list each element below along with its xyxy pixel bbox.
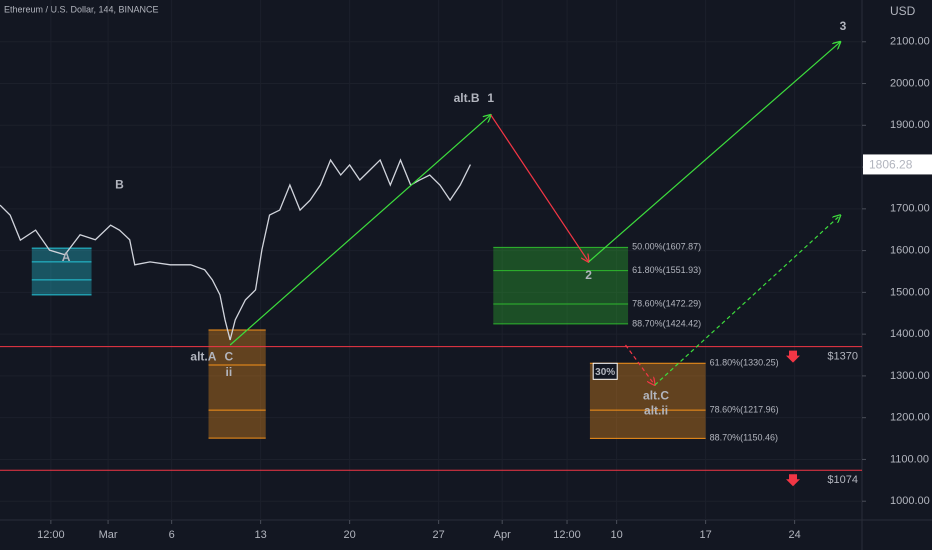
y-tick-label: 1400.00 bbox=[890, 328, 930, 340]
down-arrow-icon bbox=[786, 350, 800, 363]
fib-label: 88.70%(1424.42) bbox=[632, 318, 701, 328]
wave-label: C bbox=[225, 349, 234, 363]
wave-label: alt.A bbox=[190, 349, 216, 363]
wave-label: ii bbox=[226, 365, 233, 379]
price-line bbox=[0, 158, 471, 341]
y-axis-label: USD bbox=[890, 4, 916, 18]
y-tick-label: 1600.00 bbox=[890, 245, 930, 257]
chart-title: Ethereum / U.S. Dollar, 144, BINANCE bbox=[4, 4, 159, 14]
fib-label: 50.00%(1607.87) bbox=[632, 242, 701, 252]
projection bbox=[588, 42, 841, 263]
wave-label: 1 bbox=[487, 91, 494, 105]
wave-label: alt.ii bbox=[644, 404, 668, 418]
x-tick-label: 20 bbox=[344, 529, 356, 541]
projection bbox=[490, 114, 589, 262]
y-tick-label: 1200.00 bbox=[890, 412, 930, 424]
y-tick-label: 1100.00 bbox=[890, 453, 929, 465]
fib-label: 61.80%(1330.25) bbox=[710, 358, 779, 368]
x-tick-label: 12:00 bbox=[553, 529, 581, 541]
y-tick-label: 1500.00 bbox=[890, 286, 930, 298]
x-tick-label: 24 bbox=[788, 529, 800, 541]
x-tick-label: 27 bbox=[433, 529, 445, 541]
x-tick-label: 10 bbox=[610, 529, 622, 541]
x-tick-label: Mar bbox=[99, 529, 118, 541]
x-tick-label: 13 bbox=[255, 529, 267, 541]
y-tick-label: 1300.00 bbox=[890, 370, 930, 382]
x-tick-label: 17 bbox=[699, 529, 711, 541]
last-price-box bbox=[863, 154, 932, 175]
x-tick-label: 12:00 bbox=[37, 529, 65, 541]
fib-zone bbox=[31, 248, 92, 295]
wave-label: alt.B bbox=[454, 91, 480, 105]
fib-label: 78.60%(1472.29) bbox=[632, 298, 701, 308]
y-tick-label: 1700.00 bbox=[890, 203, 930, 215]
price-level-label: $1370 bbox=[827, 351, 858, 363]
fib-label: 88.70%(1150.46) bbox=[710, 433, 778, 443]
wave-label: A bbox=[62, 250, 71, 264]
badge-label: 30% bbox=[595, 367, 615, 378]
price-level-label: $1074 bbox=[827, 474, 858, 486]
down-arrow-icon bbox=[786, 474, 800, 487]
y-tick-label: 2000.00 bbox=[890, 77, 930, 89]
wave-label: alt.C bbox=[643, 389, 669, 403]
wave-label: 2 bbox=[585, 268, 592, 282]
projection bbox=[625, 344, 655, 385]
fib-zone bbox=[493, 247, 629, 324]
projection bbox=[229, 115, 491, 346]
x-tick-label: Apr bbox=[494, 529, 511, 541]
y-tick-label: 2100.00 bbox=[890, 36, 930, 48]
last-price-label: 1806.28 bbox=[869, 158, 913, 172]
fib-label: 78.60%(1217.96) bbox=[710, 405, 779, 415]
wave-label: B bbox=[115, 178, 124, 192]
fib-label: 61.80%(1551.93) bbox=[632, 265, 701, 275]
x-tick-label: 6 bbox=[169, 529, 175, 541]
fib-zone bbox=[208, 329, 266, 439]
badge-box bbox=[592, 362, 618, 380]
y-tick-label: 1000.00 bbox=[890, 495, 930, 507]
y-tick-label: 1900.00 bbox=[890, 119, 930, 131]
wave-label: 3 bbox=[840, 19, 847, 33]
